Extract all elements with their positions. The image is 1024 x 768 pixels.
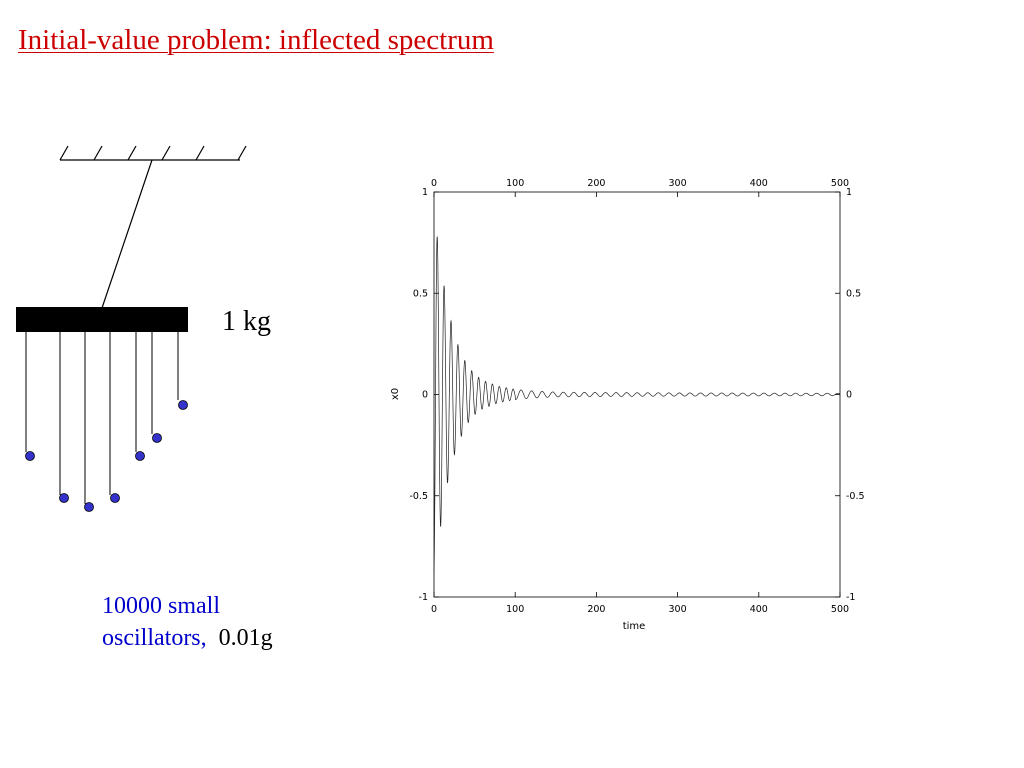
x-tick-label-top: 400 (750, 178, 768, 189)
ceiling-hatch (59, 145, 247, 161)
x-tick-label-top: 100 (506, 178, 524, 189)
suspension-string (101, 159, 153, 309)
y-tick-label: 0.5 (413, 288, 428, 299)
x-tick-label: 100 (506, 604, 524, 615)
x-tick-label-top: 500 (831, 178, 849, 189)
x-tick-label: 400 (750, 604, 768, 615)
y-tick-label-right: 0 (846, 390, 852, 401)
oscillator-bob (110, 493, 120, 503)
x-tick-label: 300 (669, 604, 687, 615)
y-tick-label: 0 (422, 390, 428, 401)
y-tick-label-right: 0.5 (846, 288, 861, 299)
y-tick-label-right: -1 (846, 592, 855, 603)
y-axis-label: x0 (390, 388, 401, 400)
oscillator-bobs (25, 400, 188, 512)
oscillator-bob (135, 451, 145, 461)
oscillator-bob (152, 433, 162, 443)
caption-line2-black: 0.01g (218, 625, 273, 651)
oscillator-bob (178, 400, 188, 410)
small-oscillators (25, 332, 179, 504)
y-tick-label-right: 1 (846, 187, 852, 198)
x-tick-label: 200 (587, 604, 605, 615)
oscillator-bob (59, 493, 69, 503)
x-tick-label: 500 (831, 604, 849, 615)
x-tick-label-top: 300 (669, 178, 687, 189)
y-tick-label: -1 (419, 592, 428, 603)
oscillator-bob (25, 451, 35, 461)
x-tick-label-top: 0 (431, 178, 437, 189)
caption-line2-blue: oscillators, (102, 625, 207, 651)
x-axis-label: time (623, 621, 646, 632)
y-tick-label-right: -0.5 (846, 491, 865, 502)
series-line-x0 (433, 236, 841, 574)
pendulum-diagram (16, 145, 247, 512)
x-tick-label-top: 200 (587, 178, 605, 189)
plot-frame (433, 191, 841, 598)
x-tick-label: 0 (431, 604, 437, 615)
caption-line1: 10000 small (102, 593, 220, 619)
mass-label: 1 kg (222, 306, 271, 337)
page-title: Initial-value problem: inflected spectru… (18, 24, 494, 56)
oscillators-caption: 10000 small oscillators, 0.01g (102, 590, 273, 654)
mass-block (16, 307, 188, 332)
oscillator-bob (84, 502, 94, 512)
y-tick-label: 1 (422, 187, 428, 198)
y-tick-label: -0.5 (409, 491, 428, 502)
